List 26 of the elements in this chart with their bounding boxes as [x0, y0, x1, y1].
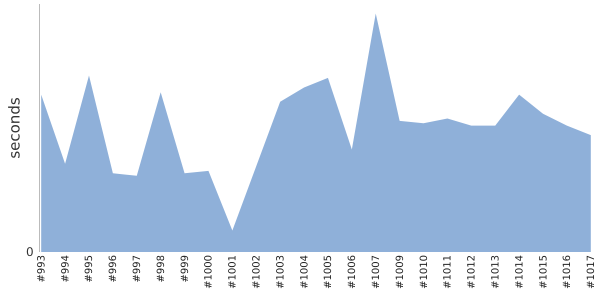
x-tick-label: #999 [180, 255, 191, 282]
x-tick-label: #996 [108, 255, 120, 282]
x-tick-label: #1017 [586, 255, 598, 289]
x-tick-label: #1010 [418, 255, 430, 289]
x-tick-label: #1009 [394, 255, 406, 289]
x-tick-label: #1003 [275, 255, 286, 289]
x-tick-label: #1000 [204, 255, 215, 289]
x-tick-label: #1014 [514, 255, 526, 289]
x-tick-label: #993 [36, 255, 48, 282]
x-tick-label: #997 [132, 255, 144, 282]
x-tick-label: #1011 [442, 255, 454, 289]
x-tick-label: #1015 [538, 255, 550, 289]
x-tick-label: #1005 [323, 255, 334, 289]
x-tick-label: #1001 [228, 255, 239, 289]
x-tick-label: #1004 [299, 255, 310, 289]
x-tick-label: #995 [84, 255, 96, 282]
x-tick-label: #1012 [466, 255, 478, 289]
x-tick-label: #1002 [252, 255, 263, 289]
x-tick-label: #1006 [347, 255, 358, 289]
annotation: 0 [26, 245, 34, 259]
y-axis-title: seconds [5, 97, 24, 159]
x-tick-label: #998 [156, 255, 167, 282]
x-tick-label: #1016 [562, 255, 574, 289]
x-tick-label: #1013 [490, 255, 502, 289]
x-tick-label: #1007 [370, 255, 382, 289]
x-tick-label: #994 [60, 255, 72, 282]
